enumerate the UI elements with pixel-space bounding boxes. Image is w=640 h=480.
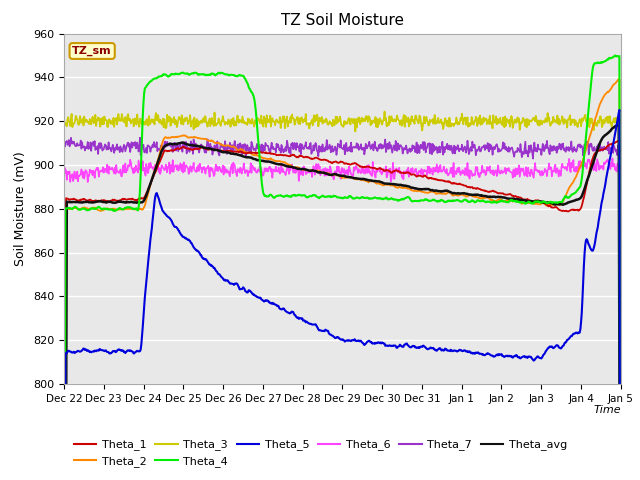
Theta_6 [95,174,102,180]
Theta_avg [615,121,623,127]
Theta_2 [540,201,547,206]
Theta_5 [398,344,406,349]
Theta_7 [541,146,548,152]
Theta_2 [383,182,391,188]
Theta_7 [617,146,625,152]
Line: Theta_6: Theta_6 [64,158,621,182]
Theta_5 [94,348,102,353]
Theta_2 [483,194,490,200]
Theta_1 [483,188,490,194]
Theta_2 [398,185,406,191]
Theta_4 [398,196,406,202]
Theta_avg [415,186,422,192]
Theta_6 [384,169,392,175]
Theta_3 [617,119,625,125]
Theta_4 [94,204,102,210]
Theta_4 [383,196,391,202]
Title: TZ Soil Moisture: TZ Soil Moisture [281,13,404,28]
Theta_2 [94,207,102,213]
Theta_7 [94,151,102,157]
Theta_1 [615,138,623,144]
Theta_1 [540,200,547,206]
Text: TZ_sm: TZ_sm [72,46,112,56]
Theta_4 [540,198,547,204]
Theta_1 [94,198,102,204]
Theta_avg [540,200,547,205]
Theta_3 [60,117,68,123]
Theta_2 [415,188,422,194]
Theta_3 [351,129,359,134]
Line: Theta_1: Theta_1 [64,141,621,480]
Theta_4 [483,199,490,205]
Line: Theta_7: Theta_7 [64,138,621,158]
Theta_5 [616,107,623,113]
Y-axis label: Soil Moisture (mV): Soil Moisture (mV) [15,151,28,266]
Theta_6 [84,179,92,185]
Theta_7 [483,145,491,151]
Theta_5 [483,351,490,357]
Theta_avg [398,182,406,188]
Theta_6 [415,169,423,175]
Theta_6 [540,169,548,175]
Theta_7 [60,139,68,144]
Theta_3 [399,114,407,120]
Theta_4 [611,52,619,58]
Theta_1 [415,173,422,179]
Theta_7 [415,150,423,156]
Theta_5 [383,343,391,348]
Theta_3 [416,114,424,120]
Theta_1 [398,170,406,176]
Theta_7 [384,145,392,151]
Theta_4 [415,198,422,204]
Theta_1 [383,168,391,173]
Theta_5 [540,352,547,358]
Line: Theta_2: Theta_2 [64,79,621,480]
Theta_6 [580,155,588,161]
Theta_3 [94,115,102,120]
Line: Theta_4: Theta_4 [64,55,621,480]
Legend: Theta_1, Theta_2, Theta_3, Theta_4, Theta_5, Theta_6, Theta_7, Theta_avg: Theta_1, Theta_2, Theta_3, Theta_4, Thet… [70,435,572,471]
Theta_5 [415,344,422,350]
Theta_avg [94,199,102,204]
Theta_7 [136,135,144,141]
Theta_7 [529,156,537,161]
Theta_avg [383,181,391,187]
Theta_avg [483,193,490,199]
Line: Theta_5: Theta_5 [64,110,621,480]
Theta_6 [60,169,68,175]
Theta_6 [399,173,406,179]
Theta_2 [616,76,623,82]
Theta_3 [381,108,388,114]
Line: Theta_avg: Theta_avg [64,124,621,480]
Text: Time: Time [593,405,621,415]
Theta_3 [484,119,492,125]
Theta_6 [617,163,625,169]
Line: Theta_3: Theta_3 [64,111,621,132]
Theta_3 [385,122,392,128]
Theta_3 [541,120,548,125]
Theta_6 [483,164,491,170]
Theta_7 [399,151,406,156]
